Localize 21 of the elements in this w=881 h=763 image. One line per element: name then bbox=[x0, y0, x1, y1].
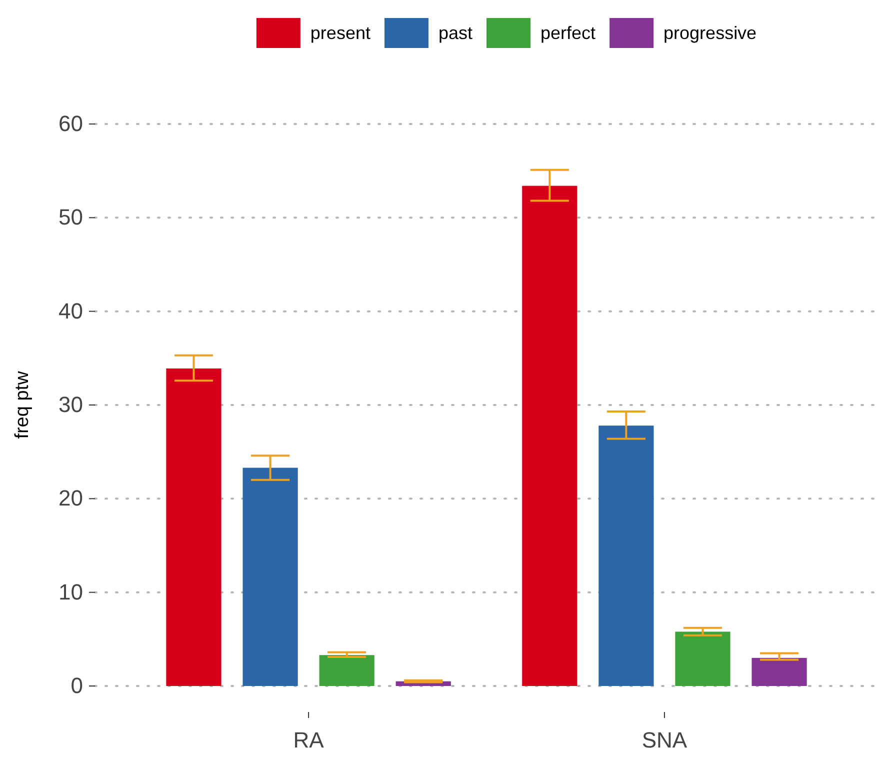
x-tick-label: SNA bbox=[642, 728, 688, 753]
y-tick-label: 50 bbox=[58, 204, 83, 230]
y-tick-label: 60 bbox=[58, 111, 83, 136]
bar bbox=[752, 658, 807, 686]
y-tick-label: 30 bbox=[58, 392, 83, 418]
bar bbox=[675, 632, 730, 686]
y-tick-label: 20 bbox=[58, 486, 83, 511]
bar bbox=[242, 468, 298, 686]
bar bbox=[598, 426, 654, 686]
bar bbox=[522, 186, 578, 686]
bar bbox=[166, 368, 222, 686]
y-axis-title: freq ptw bbox=[12, 370, 33, 439]
bar bbox=[319, 655, 374, 686]
legend-label: perfect bbox=[540, 23, 596, 43]
y-tick-label: 0 bbox=[70, 673, 83, 698]
y-tick-label: 40 bbox=[58, 298, 83, 324]
legend-label: past bbox=[438, 23, 472, 43]
x-tick-label: RA bbox=[293, 728, 324, 753]
legend-label: progressive bbox=[664, 23, 757, 43]
y-tick-label: 10 bbox=[58, 579, 83, 604]
legend-label: present bbox=[310, 23, 370, 43]
